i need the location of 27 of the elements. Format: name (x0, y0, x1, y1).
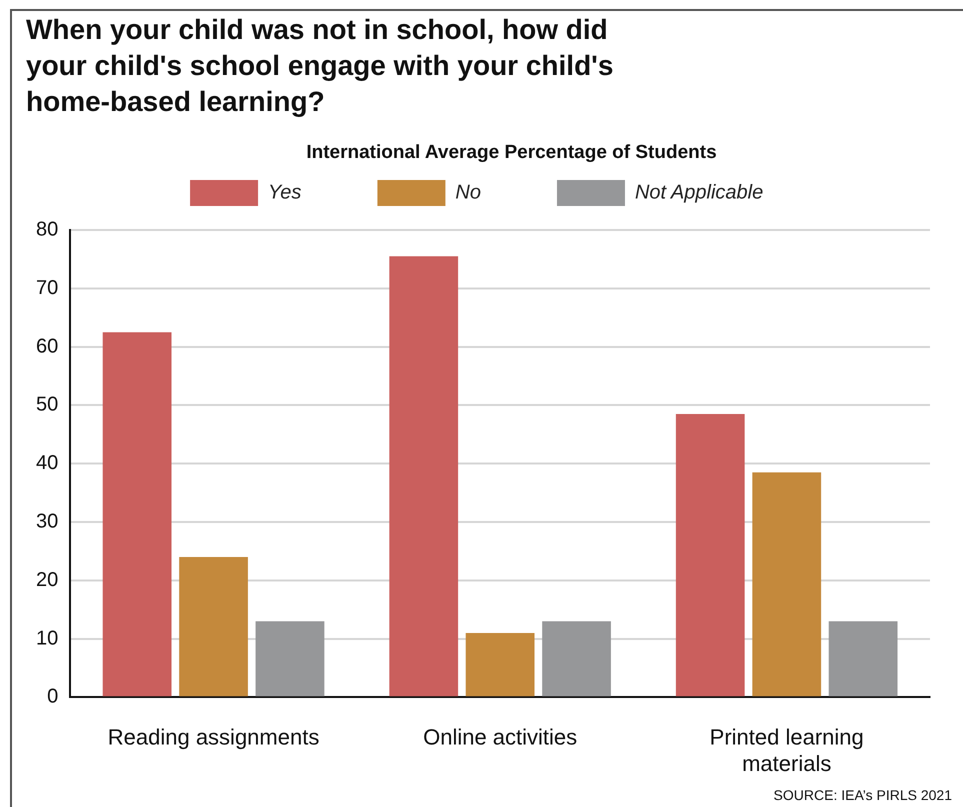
bar (466, 632, 535, 696)
y-tick-label: 70 (36, 276, 58, 299)
bar (828, 621, 898, 696)
x-tick-label: Printed learning materials (710, 724, 864, 776)
y-tick-label: 40 (36, 452, 58, 474)
legend-label: No (455, 182, 481, 204)
bar (102, 332, 172, 696)
bar (256, 621, 324, 696)
bar (389, 256, 458, 696)
source-note: SOURCE: IEA’s PIRLS 2021 (774, 787, 952, 803)
legend-label: Yes (268, 182, 302, 204)
chart-title: When your child was not in school, how did your child's school engage with your child's home-based learning? (26, 13, 614, 119)
y-tick-label: 30 (36, 510, 58, 533)
bar (676, 414, 745, 696)
bar (752, 472, 822, 696)
x-tick-label: Online activities (423, 724, 578, 750)
bar (179, 557, 248, 696)
y-tick-label: 10 (36, 627, 58, 650)
chart-subtitle: International Average Percentage of Students (305, 142, 718, 164)
y-tick-label: 50 (36, 394, 58, 416)
bar (542, 621, 611, 696)
y-tick-label: 60 (36, 335, 58, 358)
legend-label: Not Applicable (634, 182, 764, 204)
y-tick-label: 20 (36, 568, 58, 591)
y-tick-label: 0 (47, 686, 58, 708)
x-tick-label: Reading assignments (108, 724, 320, 750)
y-tick-label: 80 (36, 218, 58, 241)
